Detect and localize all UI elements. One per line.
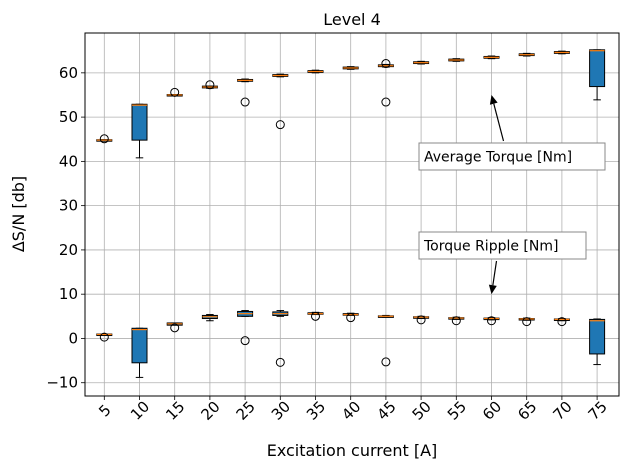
annotation-average-torque: Average Torque [Nm] xyxy=(418,94,606,171)
box-15 xyxy=(166,87,183,97)
outlier-point xyxy=(99,134,109,144)
plot-frame xyxy=(84,32,620,397)
x-tick-label: 10 xyxy=(127,398,153,424)
x-axis-label: Excitation current [A] xyxy=(267,441,438,460)
y-tick-label: 30 xyxy=(59,197,78,215)
annotation-arrow xyxy=(492,260,498,286)
outlier-point xyxy=(381,357,391,367)
annotation-text: Average Torque [Nm] xyxy=(424,150,572,166)
y-tick-label: 50 xyxy=(59,108,78,126)
outlier-point xyxy=(275,120,285,130)
annotation-box xyxy=(418,142,606,171)
annotation-arrow xyxy=(493,103,505,142)
box-5 xyxy=(96,332,113,342)
outlier-point xyxy=(311,311,320,321)
x-tick-label: 35 xyxy=(303,398,329,424)
x-tick-label: 60 xyxy=(479,398,505,424)
box-65 xyxy=(518,317,535,327)
outlier-point xyxy=(381,97,391,107)
box-10 xyxy=(131,327,148,378)
x-tick-label: 70 xyxy=(549,398,575,424)
boxes xyxy=(96,49,606,378)
box-75 xyxy=(589,318,606,366)
annotation-text: Torque Ripple [Nm] xyxy=(423,239,558,255)
box-35 xyxy=(307,69,324,74)
y-tick-label: 0 xyxy=(68,329,78,347)
box-10 xyxy=(131,103,148,159)
outlier-point xyxy=(99,332,109,342)
box-25 xyxy=(237,310,254,346)
y-tick-label: 10 xyxy=(59,285,78,303)
y-tick-label: 40 xyxy=(59,152,78,170)
y-ticks: −10 0 10 20 30 40 50 60 xyxy=(46,64,85,392)
box-iqr xyxy=(131,103,148,141)
box-30 xyxy=(272,73,289,130)
x-tick-label: 55 xyxy=(444,398,470,424)
x-tick-label: 5 xyxy=(95,401,114,420)
outlier-point xyxy=(451,316,461,326)
box-20 xyxy=(201,314,218,322)
box-5 xyxy=(96,134,113,144)
outlier-point xyxy=(416,315,426,325)
box-45 xyxy=(377,314,394,367)
box-60 xyxy=(483,55,500,60)
box-60 xyxy=(483,316,500,326)
box-50 xyxy=(413,315,430,325)
box-iqr xyxy=(589,49,606,88)
outlier-point xyxy=(170,323,180,333)
box-40 xyxy=(342,66,359,70)
x-tick-label: 75 xyxy=(585,398,611,424)
outlier-point xyxy=(240,336,250,346)
outlier-point xyxy=(170,87,180,97)
annotation-arrowhead xyxy=(489,94,498,105)
box-70 xyxy=(553,317,570,327)
x-tick-label: 40 xyxy=(338,398,364,424)
outlier-point xyxy=(240,97,250,107)
box-15 xyxy=(166,322,183,333)
x-tick-label: 30 xyxy=(268,398,294,424)
box-55 xyxy=(448,58,465,62)
outlier-point xyxy=(275,357,285,367)
x-tick-label: 25 xyxy=(233,398,259,424)
box-40 xyxy=(342,312,359,323)
box-25 xyxy=(237,78,254,107)
box-45 xyxy=(377,59,394,107)
box-20 xyxy=(201,80,218,90)
x-tick-label: 50 xyxy=(409,398,435,424)
box-55 xyxy=(448,316,465,326)
annotation-box xyxy=(418,231,587,260)
x-tick-label: 65 xyxy=(514,398,540,424)
outlier-point xyxy=(557,317,567,327)
x-ticks: 5 10 15 20 25 30 35 40 45 50 55 60 65 70 75 xyxy=(95,396,611,424)
box-75 xyxy=(589,49,606,101)
box-series-average-torque xyxy=(96,49,606,159)
outlier-point xyxy=(522,317,532,327)
outlier-point xyxy=(205,80,215,90)
outlier-point xyxy=(381,59,391,69)
annotation-arrowhead xyxy=(488,284,497,295)
x-tick-label: 15 xyxy=(162,398,188,424)
y-tick-label: −10 xyxy=(46,374,78,392)
box-iqr xyxy=(131,327,148,364)
box-70 xyxy=(553,50,570,55)
y-tick-label: 60 xyxy=(59,64,78,82)
chart-title: Level 4 xyxy=(323,10,381,29)
plot-background xyxy=(85,33,619,396)
outlier-point xyxy=(346,313,356,323)
annotation-torque-ripple: Torque Ripple [Nm] xyxy=(418,231,587,295)
annotations: Average Torque [Nm] Torque Ripple [Nm] xyxy=(418,94,606,295)
outlier-point xyxy=(487,316,496,326)
x-tick-label: 45 xyxy=(373,398,399,424)
y-tick-label: 20 xyxy=(59,241,78,259)
box-50 xyxy=(413,60,430,65)
box-65 xyxy=(518,52,535,57)
box-30 xyxy=(272,310,289,367)
box-series-torque-ripple xyxy=(96,310,606,378)
x-tick-label: 20 xyxy=(197,398,223,424)
box-35 xyxy=(307,311,324,321)
y-axis-label: ΔS/N [db] xyxy=(9,176,28,252)
box-iqr xyxy=(589,318,606,355)
